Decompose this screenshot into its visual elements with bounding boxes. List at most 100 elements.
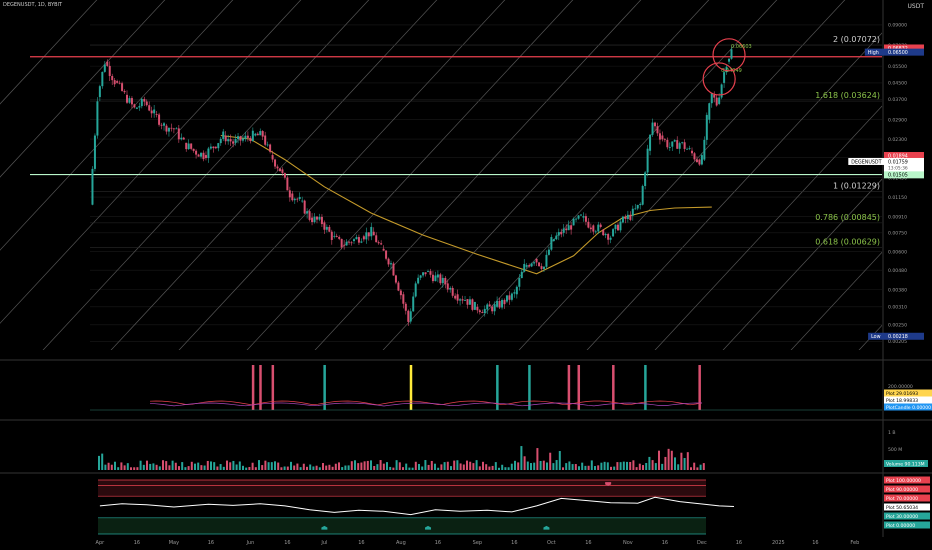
volume-bar	[485, 464, 488, 470]
candle-body	[237, 136, 240, 140]
candle-body	[330, 231, 333, 240]
candle-body	[715, 97, 718, 106]
candle-body	[140, 98, 143, 107]
candle-body	[441, 277, 444, 284]
volume-bar	[181, 462, 184, 470]
candle-body	[165, 125, 168, 132]
candle-body	[612, 229, 615, 237]
candle-body	[367, 232, 370, 237]
candle-body	[700, 155, 703, 165]
volume-bar	[571, 464, 574, 470]
candle-body	[197, 154, 200, 157]
candle-body	[597, 224, 600, 232]
candle-body	[93, 135, 96, 169]
volume-bar	[309, 464, 312, 470]
channel-line	[858, 324, 882, 350]
candle-body	[126, 94, 129, 103]
volume-bar	[142, 464, 145, 470]
candle-body	[461, 299, 464, 301]
volume-bar	[376, 464, 379, 470]
candle-body	[239, 136, 242, 141]
candle-body	[572, 218, 575, 226]
candle-body	[582, 216, 585, 218]
candle-body	[111, 76, 114, 81]
volume-bar	[277, 462, 280, 470]
volume-bar	[437, 467, 440, 470]
candle-body	[468, 299, 471, 305]
candle-body	[387, 258, 390, 265]
channel-line	[42, 0, 370, 350]
candle-body	[377, 242, 380, 244]
highlight-circle	[702, 62, 736, 96]
oscillator-spike	[323, 365, 326, 410]
candle-body	[422, 272, 425, 276]
volume-bar	[645, 462, 648, 470]
price-tick-label: 0.00750	[888, 231, 907, 237]
candle-body	[340, 238, 343, 248]
candle-body	[160, 124, 163, 126]
volume-bar	[197, 462, 200, 470]
volume-bar	[238, 461, 241, 470]
candle-body	[293, 198, 296, 201]
candle-body	[291, 193, 294, 201]
volume-bar	[136, 467, 139, 470]
legend-text: Volume 90.113M	[886, 461, 925, 467]
volume-bar	[290, 461, 292, 470]
candle-body	[365, 232, 368, 240]
volume-bar	[434, 463, 436, 470]
candle-body	[288, 190, 291, 198]
candle-body	[108, 65, 111, 77]
x-tick-label: 16	[134, 540, 140, 546]
candle-body	[434, 275, 437, 282]
candle-body	[138, 106, 141, 108]
volume-bar	[606, 462, 609, 470]
volume-bar	[526, 461, 529, 470]
candle-body	[357, 237, 360, 243]
volume-bar	[558, 451, 561, 470]
volume-bar	[661, 463, 664, 470]
volume-bar	[603, 461, 606, 470]
candle-body	[557, 232, 560, 236]
candle-body	[246, 135, 249, 138]
candle-body	[185, 142, 188, 150]
currency-label[interactable]: USDT	[907, 3, 925, 10]
candle-body	[705, 114, 708, 140]
volume-bar	[475, 460, 478, 470]
oscillator-spike	[496, 365, 499, 410]
x-tick-label: 2025	[772, 540, 785, 546]
candle-body	[175, 128, 178, 130]
moving-average-line	[220, 134, 712, 275]
candle-body	[436, 274, 439, 278]
volume-bar	[312, 466, 315, 470]
candle-body	[345, 241, 348, 246]
candle-body	[621, 216, 624, 223]
volume-bar	[523, 456, 526, 470]
volume-bar	[392, 467, 395, 470]
legend-box	[884, 512, 930, 520]
x-tick-label: 16	[358, 540, 364, 546]
volume-bar	[459, 463, 462, 470]
candle-body	[264, 135, 267, 145]
candle-body	[419, 275, 422, 278]
candle-body	[143, 98, 146, 102]
volume-bar	[693, 462, 696, 470]
volume-bar	[440, 464, 443, 470]
candle-body	[362, 236, 365, 240]
volume-bar	[648, 456, 651, 470]
volume-bar	[357, 463, 360, 470]
volume-bar	[130, 467, 132, 470]
volume-bar	[235, 464, 238, 470]
candle-body	[459, 299, 462, 301]
volume-bar	[120, 462, 123, 470]
volume-bar	[203, 465, 206, 470]
channel-line	[722, 178, 882, 350]
volume-bar	[187, 466, 190, 470]
volume-bar	[456, 460, 459, 470]
volume-bar	[462, 464, 465, 470]
volume-bar	[520, 446, 523, 470]
rsi-buy-marker	[321, 525, 328, 530]
volume-bar	[261, 465, 264, 470]
candle-body	[200, 152, 203, 157]
candle-body	[244, 135, 247, 140]
